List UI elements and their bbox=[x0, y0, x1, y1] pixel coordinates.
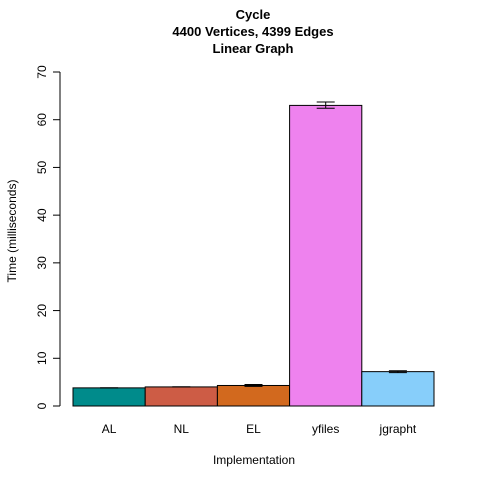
y-tick-label: 70 bbox=[35, 65, 49, 79]
x-tick-label: jgrapht bbox=[379, 422, 417, 436]
y-axis-label: Time (milliseconds) bbox=[5, 180, 19, 283]
y-tick-label: 30 bbox=[35, 256, 49, 270]
x-axis-label: Implementation bbox=[213, 453, 295, 467]
y-tick-label: 50 bbox=[35, 160, 49, 174]
error-bars-group bbox=[100, 101, 407, 389]
bars-group bbox=[72, 104, 435, 407]
y-tick-label: 0 bbox=[35, 402, 49, 409]
y-tick-label: 20 bbox=[35, 304, 49, 318]
x-tick-labels: AL NL EL yfiles jgrapht bbox=[102, 422, 417, 436]
chart-title-line-1: Cycle bbox=[236, 7, 271, 22]
bar-el bbox=[216, 384, 291, 407]
bar-jgrapht bbox=[361, 371, 435, 407]
error-bar-el bbox=[244, 384, 263, 387]
bar-yfiles bbox=[289, 104, 363, 407]
x-tick-label: EL bbox=[246, 422, 261, 436]
x-tick-label: NL bbox=[174, 422, 190, 436]
error-bar-jgrapht bbox=[388, 370, 407, 374]
y-tick-label: 10 bbox=[35, 351, 49, 365]
bar-al bbox=[72, 387, 146, 407]
chart-title-line-3: Linear Graph bbox=[213, 41, 294, 56]
x-tick-label: AL bbox=[102, 422, 117, 436]
y-axis: 0 10 20 30 40 50 60 70 bbox=[35, 65, 61, 409]
chart-title-line-2: 4400 Vertices, 4399 Edges bbox=[172, 24, 333, 39]
chart-title: Cycle 4400 Vertices, 4399 Edges Linear G… bbox=[172, 7, 333, 56]
error-bar-yfiles bbox=[316, 101, 335, 109]
y-tick-label: 60 bbox=[35, 113, 49, 127]
x-tick-label: yfiles bbox=[312, 422, 339, 436]
y-tick-label: 40 bbox=[35, 208, 49, 222]
bar-nl bbox=[144, 386, 218, 407]
